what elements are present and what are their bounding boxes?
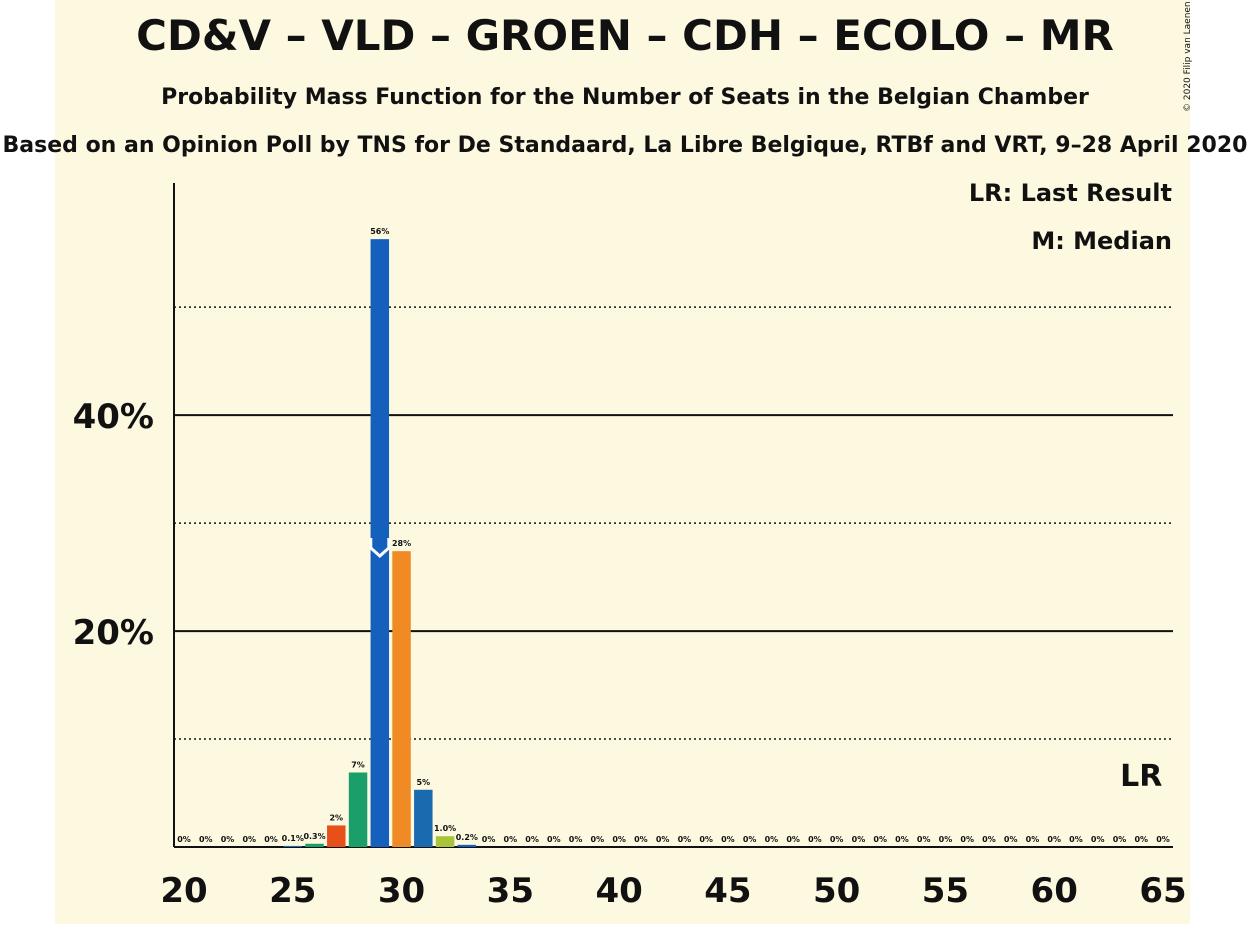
bar (414, 789, 433, 847)
value-label: 0% (917, 835, 931, 844)
value-label: 0% (221, 835, 235, 844)
value-label: 0% (699, 835, 713, 844)
x-tick-label: 65 (1139, 871, 1186, 911)
value-label: 0% (177, 835, 191, 844)
value-label: 0% (482, 835, 496, 844)
y-tick-label: 20% (73, 613, 154, 653)
median-marker (369, 538, 391, 559)
value-label: 0% (569, 835, 583, 844)
y-tick-label: 40% (73, 397, 154, 437)
bar (305, 843, 324, 847)
x-tick-label: 20 (160, 871, 207, 911)
value-label: 0% (1047, 835, 1061, 844)
x-tick-label: 55 (922, 871, 969, 911)
x-tick-label: 25 (269, 871, 316, 911)
value-label: 0.1% (282, 834, 304, 843)
value-label: 0% (504, 835, 518, 844)
x-tick-label: 45 (704, 871, 751, 911)
value-label: 7% (351, 761, 365, 770)
value-label: 0% (960, 835, 974, 844)
bar (370, 239, 390, 848)
value-label: 0% (612, 835, 626, 844)
bar (283, 845, 303, 847)
value-label: 0.2% (456, 833, 478, 842)
x-tick-label: 50 (813, 871, 860, 911)
bar (392, 551, 411, 847)
value-label: 0% (1113, 835, 1127, 844)
value-label: 0% (547, 835, 561, 844)
value-label: 28% (392, 539, 411, 548)
x-tick-label: 35 (487, 871, 534, 911)
legend-entry: LR: Last Result (969, 179, 1172, 207)
legend-entry: M: Median (1031, 227, 1172, 255)
value-label: 0% (939, 835, 953, 844)
value-label: 0% (1004, 835, 1018, 844)
x-tick-label: 60 (1031, 871, 1078, 911)
value-label: 0% (678, 835, 692, 844)
x-tick-label: 30 (378, 871, 425, 911)
bar (327, 825, 346, 847)
value-label: 2% (329, 813, 343, 822)
value-label: 0% (895, 835, 909, 844)
x-tick-label: 40 (595, 871, 642, 911)
value-label: 56% (370, 227, 389, 236)
bar (435, 836, 455, 847)
value-label: 1.0% (434, 824, 456, 833)
value-label: 0% (830, 835, 844, 844)
value-label: 0% (1026, 835, 1040, 844)
bar (457, 844, 477, 847)
value-label: 0% (743, 835, 757, 844)
value-label: 0% (199, 835, 213, 844)
value-label: 0% (873, 835, 887, 844)
value-label: 0.3% (303, 832, 325, 841)
value-label: 0% (786, 835, 800, 844)
value-label: 0% (525, 835, 539, 844)
value-label: 5% (417, 778, 431, 787)
value-label: 0% (634, 835, 648, 844)
value-label: 0% (765, 835, 779, 844)
chart-source: Based on an Opinion Poll by TNS for De S… (3, 133, 1248, 158)
value-label: 0% (591, 835, 605, 844)
chart-title: CD&V – VLD – GROEN – CDH – ECOLO – MR (136, 11, 1114, 60)
value-label: 0% (242, 835, 256, 844)
copyright: © 2020 Filip van Laenen (1183, 1, 1193, 112)
value-label: 0% (264, 835, 278, 844)
value-label: 0% (721, 835, 735, 844)
value-label: 0% (1069, 835, 1083, 844)
value-label: 0% (852, 835, 866, 844)
value-label: 0% (1134, 835, 1148, 844)
value-label: 0% (1091, 835, 1105, 844)
last-result-label: LR (1120, 759, 1162, 794)
value-label: 0% (1156, 835, 1170, 844)
bar (348, 772, 368, 847)
chart-subtitle: Probability Mass Function for the Number… (161, 85, 1089, 110)
value-label: 0% (982, 835, 996, 844)
background (55, 0, 1190, 924)
value-label: 0% (808, 835, 822, 844)
value-label: 0% (656, 835, 670, 844)
